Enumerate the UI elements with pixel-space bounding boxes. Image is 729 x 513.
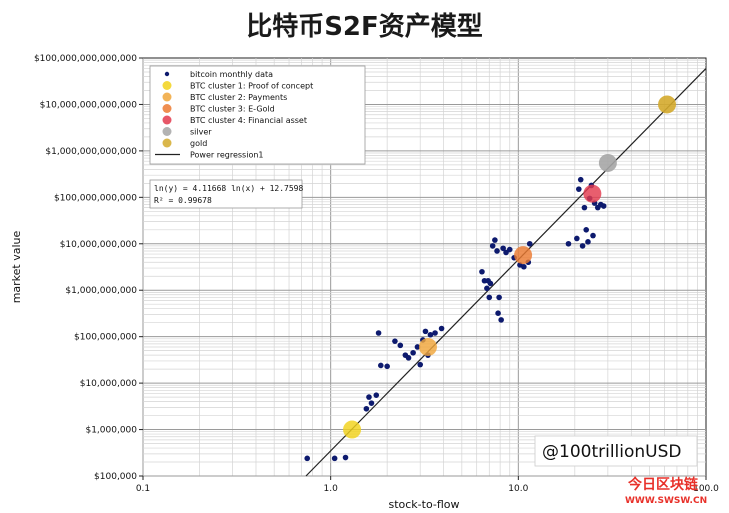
bitcoin-data-point	[581, 204, 588, 211]
y-tick-label: $10,000,000	[80, 379, 138, 389]
bitcoin-data-point	[397, 342, 404, 349]
legend-swatch	[162, 92, 172, 102]
bitcoin-data-point	[526, 240, 533, 247]
bitcoin-data-point	[384, 363, 390, 370]
y-tick-label: $10,000,000,000,000	[40, 100, 138, 110]
bitcoin-data-point	[331, 455, 338, 462]
bitcoin-data-point	[438, 325, 445, 332]
bitcoin-data-point	[496, 294, 502, 301]
regression-line	[305, 68, 707, 477]
bitcoin-data-point	[574, 235, 580, 242]
legend-entry-label: BTC cluster 2: Payments	[190, 93, 287, 102]
x-tick-label: 10.0	[508, 484, 528, 494]
bitcoin-data-point	[489, 243, 496, 249]
bitcoin-data-point	[484, 285, 490, 292]
cluster-point	[583, 184, 602, 203]
bitcoin-data-point	[373, 392, 380, 398]
y-tick-label: $1,000,000	[85, 426, 137, 436]
y-axis-label: market value	[10, 230, 23, 303]
bitcoin-data-point	[498, 317, 504, 323]
legend-entry-label: BTC cluster 1: Proof of concept	[190, 82, 313, 91]
legend-entry-label: BTC cluster 4: Financial asset	[190, 116, 307, 125]
cluster-point	[343, 420, 362, 439]
x-axis: 0.1 1.0 10.0 100.0	[136, 476, 719, 494]
bitcoin-data-point	[375, 330, 382, 336]
x-axis-label: stock-to-flow	[388, 498, 459, 511]
legend-swatch	[162, 138, 172, 148]
legend-entry-label: gold	[190, 139, 207, 148]
brand-logo: 今日区块链 WWW.SWSW.CN	[625, 476, 707, 506]
bitcoin-data-point	[579, 243, 586, 249]
bitcoin-data-point	[506, 246, 513, 253]
bitcoin-data-point	[366, 394, 372, 400]
bitcoin-data-point	[410, 349, 416, 356]
bitcoin-data-point	[487, 280, 494, 287]
watermark-box: @100trillionUSD	[534, 435, 698, 467]
legend-swatch	[162, 115, 172, 125]
bitcoin-data-point	[492, 237, 498, 243]
y-tick-label: $100,000,000	[74, 333, 137, 343]
x-tick-label: 1.0	[324, 484, 339, 494]
bitcoin-data-point	[585, 239, 591, 245]
bitcoin-data-point	[422, 328, 429, 335]
y-tick-label: $1,000,000,000,000	[45, 147, 137, 157]
cluster-point	[514, 246, 533, 265]
bitcoin-data-point	[576, 186, 582, 192]
cluster-point	[418, 337, 437, 356]
legend-entry-label: Power regression1	[190, 151, 264, 160]
data-marks	[304, 68, 707, 477]
legend-swatch	[164, 71, 170, 77]
equation-box: ln(y) = 4.11668 ln(x) + 12.7598 R² = 0.9…	[149, 179, 303, 209]
y-tick-label: $1,000,000,000	[65, 286, 137, 296]
bitcoin-data-point	[368, 400, 375, 406]
equation-text: ln(y) = 4.11668 ln(x) + 12.7598	[154, 184, 303, 193]
bitcoin-data-point	[378, 362, 384, 369]
legend-box	[149, 65, 366, 165]
legend-entry-label: silver	[190, 128, 212, 137]
bitcoin-data-point	[521, 263, 527, 270]
y-tick-label: $100,000	[94, 472, 137, 482]
bitcoin-data-point	[500, 245, 506, 252]
legend-entry-label: BTC cluster 3: E-Gold	[190, 105, 275, 114]
bitcoin-data-point	[414, 344, 421, 350]
legend: bitcoin monthly data BTC cluster 1: Proof…	[149, 65, 366, 165]
y-tick-label: $100,000,000,000	[54, 193, 137, 203]
bitcoin-data-point	[427, 331, 434, 338]
x-tick-label: 0.1	[136, 484, 150, 494]
bitcoin-data-point	[392, 338, 398, 344]
gold-point	[658, 95, 677, 114]
y-axis: $100,000 $1,000,000 $10,000,000 $100,000,00…	[34, 54, 143, 482]
legend-swatch	[162, 127, 172, 136]
watermark-text: @100trillionUSD	[542, 442, 682, 462]
page-title: 比特币S2F资产模型	[246, 12, 483, 42]
brand-name: 今日区块链	[627, 476, 699, 493]
bitcoin-data-point	[495, 310, 501, 317]
bitcoin-data-point	[304, 455, 311, 462]
bitcoin-data-point	[432, 330, 438, 336]
bitcoin-data-point	[363, 405, 370, 412]
bitcoin-data-point	[479, 268, 485, 275]
bitcoin-data-point	[577, 176, 584, 183]
silver-point	[598, 153, 617, 172]
bitcoin-data-point	[565, 240, 572, 247]
x-tick-label: 100.0	[693, 484, 719, 494]
bitcoin-data-point	[405, 355, 412, 361]
r-squared-text: R² = 0.99678	[154, 196, 212, 205]
bitcoin-data-point	[583, 226, 590, 233]
bitcoin-data-point	[342, 454, 349, 461]
legend-swatch	[162, 81, 172, 90]
legend-entry-label: bitcoin monthly data	[190, 70, 273, 79]
bitcoin-data-point	[486, 294, 493, 301]
bitcoin-data-point	[600, 203, 607, 209]
y-tick-label: $10,000,000,000	[60, 240, 138, 250]
brand-url: WWW.SWSW.CN	[625, 496, 707, 506]
bitcoin-data-point	[417, 361, 424, 368]
bitcoin-data-point	[590, 232, 596, 239]
bitcoin-data-point	[494, 248, 500, 254]
y-tick-label: $100,000,000,000,000	[34, 54, 137, 64]
legend-swatch	[162, 104, 172, 113]
